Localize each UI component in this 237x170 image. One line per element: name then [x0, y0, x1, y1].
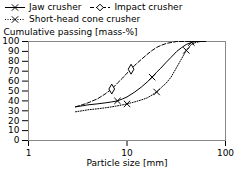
svg-text:30: 30	[8, 106, 20, 116]
svg-text:40: 40	[8, 96, 20, 106]
svg-text:0: 0	[14, 135, 20, 145]
svg-text:90: 90	[8, 46, 20, 56]
svg-text:Cumulative passing [mass-%]: Cumulative passing [mass-%]	[4, 27, 138, 37]
svg-text:1: 1	[26, 148, 32, 158]
svg-text:100: 100	[217, 148, 234, 158]
svg-text:100: 100	[2, 36, 19, 46]
svg-text:Particle size [mm]: Particle size [mm]	[87, 158, 168, 168]
svg-text:80: 80	[8, 56, 20, 66]
html-text:Jaw crusher: Jaw crusher	[29, 2, 82, 12]
svg-text:10: 10	[8, 125, 20, 135]
svg-text:60: 60	[8, 76, 20, 86]
svg-text:20: 20	[8, 116, 20, 126]
svg-text:50: 50	[8, 86, 20, 96]
html-text:Short-head cone crusher: Short-head cone crusher	[29, 14, 141, 24]
svg-text:10: 10	[121, 148, 133, 158]
html-text:Impact crusher: Impact crusher	[114, 2, 183, 12]
svg-text:70: 70	[8, 66, 20, 76]
